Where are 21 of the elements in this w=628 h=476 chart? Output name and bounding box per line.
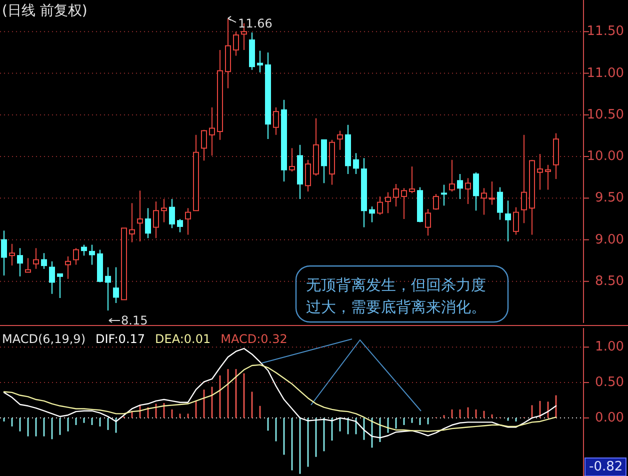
y-tick-label: 10.00	[586, 149, 624, 164]
y-tick-label: 9.00	[595, 232, 624, 248]
y-tick-label: 0.00	[595, 410, 624, 426]
y-tick-label: 11.50	[586, 24, 624, 40]
y-tick-label: 10.50	[586, 107, 624, 122]
annotation: 8.15	[121, 314, 148, 328]
value-note: 11.66	[228, 16, 272, 30]
y-tick-label: 8.50	[595, 274, 624, 289]
text: MACD:0.32	[220, 332, 288, 346]
text: DEA:0.01	[155, 332, 211, 346]
chart-title: MACD(6,19,9)	[2, 332, 86, 346]
y-tick-label: 1.00	[595, 340, 624, 355]
y-tick-label: 11.00	[586, 66, 624, 81]
annotation: 11.66	[238, 16, 272, 30]
y-tick-label: 0.50	[595, 375, 624, 390]
value-note: 8.15	[108, 314, 148, 328]
chart-title: (日线 前复权)	[2, 3, 88, 19]
annotation: 无顶背离发生，但回杀力度过大，需要底背离来消化。	[306, 276, 486, 316]
y-tick-label: 9.50	[595, 190, 624, 206]
text: DIF:0.17	[96, 332, 146, 346]
y-tick-label: -0.82	[589, 460, 623, 474]
